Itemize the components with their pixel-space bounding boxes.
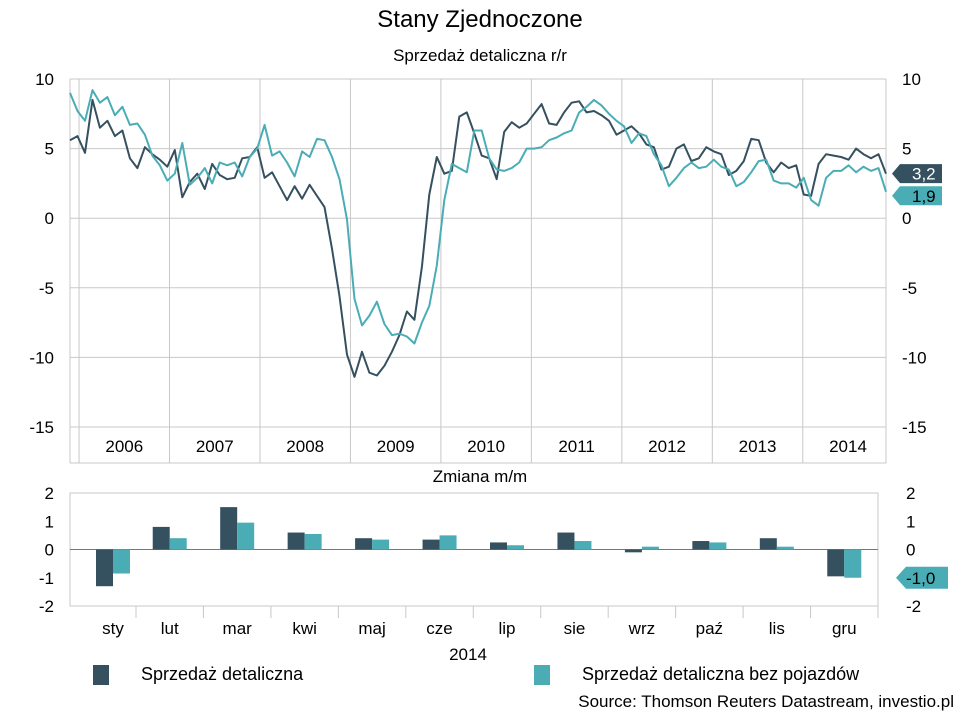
legend-label-retail-sales-ex-autos: Sprzedaż detaliczna bez pojazdów (582, 664, 860, 684)
bar-y-tick-label-right: 2 (906, 484, 915, 503)
bar-category-label: sie (564, 619, 586, 638)
y-tick-label-right: 10 (902, 70, 921, 89)
end-label-retail-sales-ex-autos: 1,9 (912, 187, 936, 206)
source-note: Source: Thomson Reuters Datastream, inve… (578, 692, 954, 711)
end-label-retail-sales: 3,2 (912, 165, 936, 184)
x-tick-label-year: 2010 (467, 437, 505, 456)
bar-retail-sales-maj (355, 538, 373, 550)
y-tick-label-right: 5 (902, 140, 911, 159)
bar-retail-sales-gru (827, 549, 845, 577)
bar-retail-sales-lis (759, 538, 777, 550)
bar-retail-sales-ex-autos-sie (574, 541, 592, 550)
x-tick-label-year: 2007 (196, 437, 234, 456)
bar-retail-sales-ex-autos-kwi (304, 533, 322, 550)
bar-retail-sales-ex-autos-maj (372, 539, 390, 550)
bar-retail-sales-paź (692, 541, 710, 550)
x-tick-label-year: 2014 (829, 437, 867, 456)
bar-category-label: lis (769, 619, 785, 638)
legend-item-retail-sales: Sprzedaż detaliczna (93, 664, 303, 685)
y-tick-label-right: -5 (902, 279, 917, 298)
end-label-retail-sales-ex-autos-marker (892, 186, 942, 206)
x-tick-label-year: 2013 (739, 437, 777, 456)
bar-retail-sales-ex-autos-sty (113, 549, 130, 574)
x-tick-label-year: 2009 (377, 437, 415, 456)
bar-category-label: lip (498, 619, 515, 638)
series-line-retail-sales (69, 98, 887, 378)
bar-category-label: wrz (628, 619, 655, 638)
y-tick-label-right: -10 (902, 348, 927, 367)
bar-retail-sales-ex-autos-cze (439, 535, 457, 550)
y-tick-label-right: 0 (902, 209, 911, 228)
bar-retail-sales-lut (152, 526, 170, 550)
bar-end-label: -1,0 (906, 569, 935, 588)
bar-y-tick-label-right: 1 (906, 512, 915, 531)
y-tick-label-left: 5 (45, 140, 54, 159)
bar-retail-sales-cze (422, 539, 440, 550)
bar-y-tick-label-left: -1 (39, 569, 54, 588)
bar-retail-sales-ex-autos-lis (776, 546, 794, 550)
bar-retail-sales-mar (220, 507, 238, 550)
bar-category-label: lut (161, 619, 179, 638)
x-tick-label-year: 2006 (105, 437, 143, 456)
bar-y-tick-label-right: -2 (906, 597, 921, 616)
bar-retail-sales-kwi (287, 532, 305, 550)
y-tick-label-left: 0 (45, 209, 54, 228)
bar-retail-sales-sie (557, 532, 575, 550)
legend-item-retail-sales-ex-autos: Sprzedaż detaliczna bez pojazdów (534, 664, 859, 685)
bar-category-label: cze (426, 619, 452, 638)
bar-category-label: kwi (292, 619, 317, 638)
y-tick-label-left: 10 (35, 70, 54, 89)
legend-label-retail-sales: Sprzedaż detaliczna (141, 664, 304, 684)
legend-swatch-teal (534, 664, 550, 685)
x-tick-label-year: 2012 (648, 437, 686, 456)
y-tick-label-left: -5 (39, 279, 54, 298)
bar-y-tick-label-left: 0 (45, 541, 54, 560)
bar-y-tick-label-right: 0 (906, 541, 915, 560)
main-title: Stany Zjednoczone (377, 6, 583, 33)
y-tick-label-right: -15 (902, 418, 927, 437)
bar-category-label: mar (223, 619, 253, 638)
bar-retail-sales-lip (490, 542, 507, 550)
bar-y-tick-label-left: 2 (45, 484, 54, 503)
bar-retail-sales-ex-autos-mar (237, 522, 255, 550)
bar-category-label: gru (832, 619, 857, 638)
x-tick-label-year: 2011 (558, 437, 595, 456)
series-line-retail-sales-ex-autos (69, 89, 887, 345)
bar-category-label: maj (358, 619, 385, 638)
top-chart-title: Sprzedaż detaliczna r/r (393, 46, 567, 65)
legend-swatch-dark (93, 664, 109, 685)
y-tick-label-left: -15 (29, 418, 54, 437)
bar-retail-sales-ex-autos-gru (844, 549, 862, 578)
bar-retail-sales-ex-autos-paź (709, 542, 727, 550)
bar-category-label: sty (102, 619, 124, 638)
y-tick-label-left: -10 (29, 348, 54, 367)
bar-category-label: paź (696, 619, 723, 638)
bar-y-tick-label-left: 1 (45, 512, 54, 531)
bar-retail-sales-ex-autos-lut (169, 538, 187, 550)
bar-end-label-marker (896, 566, 948, 589)
bar-x-axis-label: 2014 (449, 645, 487, 660)
bar-retail-sales-sty (96, 549, 113, 587)
bottom-chart-title: Zmiana m/m (433, 467, 527, 486)
bar-retail-sales-ex-autos-lip (507, 545, 524, 550)
x-tick-label-year: 2008 (286, 437, 324, 456)
bar-retail-sales-ex-autos-wrz (641, 546, 659, 550)
bar-y-tick-label-left: -2 (39, 597, 54, 616)
bar-retail-sales-wrz (624, 549, 642, 553)
end-label-retail-sales-marker (892, 164, 942, 184)
